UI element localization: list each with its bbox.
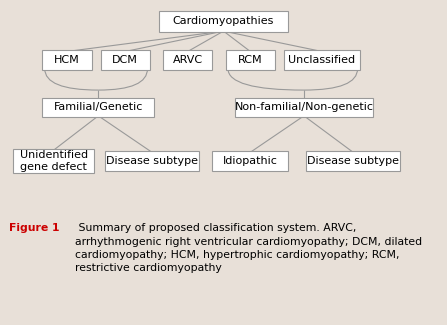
Text: RCM: RCM xyxy=(238,55,263,65)
FancyBboxPatch shape xyxy=(212,151,288,171)
FancyBboxPatch shape xyxy=(159,11,288,32)
Text: DCM: DCM xyxy=(112,55,138,65)
Text: Disease subtype: Disease subtype xyxy=(106,156,198,166)
Text: Familial/Genetic: Familial/Genetic xyxy=(54,102,143,112)
FancyBboxPatch shape xyxy=(105,151,199,171)
FancyBboxPatch shape xyxy=(42,50,92,70)
Text: Non-familial/Non-genetic: Non-familial/Non-genetic xyxy=(235,102,373,112)
FancyBboxPatch shape xyxy=(306,151,400,171)
FancyBboxPatch shape xyxy=(13,149,94,173)
Text: HCM: HCM xyxy=(54,55,80,65)
FancyBboxPatch shape xyxy=(42,98,154,117)
Text: Summary of proposed classification system. ARVC,
arrhythmogenic right ventricula: Summary of proposed classification syste… xyxy=(76,223,422,273)
FancyBboxPatch shape xyxy=(235,98,373,117)
FancyBboxPatch shape xyxy=(163,50,212,70)
Text: Cardiomyopathies: Cardiomyopathies xyxy=(173,17,274,26)
Text: Unidentified
gene defect: Unidentified gene defect xyxy=(20,150,88,172)
FancyBboxPatch shape xyxy=(284,50,360,70)
Text: Figure 1: Figure 1 xyxy=(9,223,59,233)
Text: Unclassified: Unclassified xyxy=(288,55,355,65)
Text: Disease subtype: Disease subtype xyxy=(307,156,399,166)
Text: ARVC: ARVC xyxy=(173,55,203,65)
FancyBboxPatch shape xyxy=(226,50,275,70)
Text: Idiopathic: Idiopathic xyxy=(223,156,278,166)
FancyBboxPatch shape xyxy=(101,50,150,70)
